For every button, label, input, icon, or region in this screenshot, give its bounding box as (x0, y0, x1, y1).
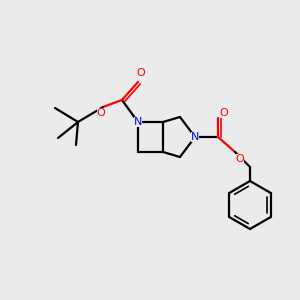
Text: N: N (191, 132, 199, 142)
Text: O: O (220, 108, 228, 118)
Text: O: O (97, 108, 105, 118)
Text: N: N (134, 117, 142, 127)
Text: O: O (136, 68, 146, 78)
Text: O: O (236, 154, 244, 164)
